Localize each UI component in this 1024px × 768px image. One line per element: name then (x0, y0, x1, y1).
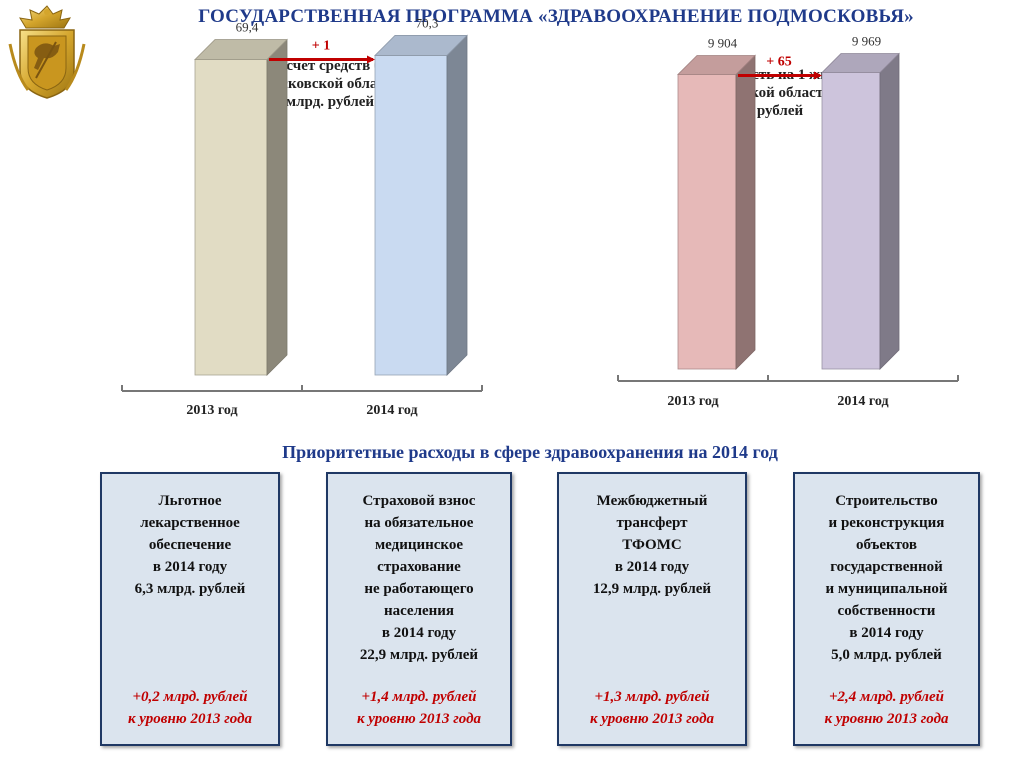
card-delta: +0,2 млрд. рублей к уровню 2013 года (127, 689, 253, 727)
bar (374, 34, 468, 376)
card-delta: +2,4 млрд. рублей к уровню 2013 года (824, 689, 949, 727)
category-label: 2013 год (186, 403, 237, 418)
card-text: Строительство и реконструкция объектов г… (825, 493, 948, 663)
category-label: 2014 год (837, 394, 888, 409)
change-label: + 65 (766, 54, 791, 69)
x-axis (121, 385, 483, 392)
bar (677, 54, 756, 370)
card-insurance-contribution: Страховой взнос на обязательное медицинс… (326, 472, 512, 746)
category-label: 2014 год (366, 403, 417, 418)
card-text: Межбюджетный трансферт ТФОМС в 2014 году… (592, 493, 712, 597)
chart-title-line: Московской области (260, 76, 401, 92)
value-label: 69,4 (236, 20, 259, 35)
chart-title-line: млрд. рублей (286, 94, 375, 110)
budget-total-chart: Всего за счет средств бюджетаМосковской … (121, 15, 483, 418)
card-interbudget-transfer: Межбюджетный трансферт ТФОМС в 2014 году… (557, 472, 747, 746)
card-delta: +1,3 млрд. рублей к уровню 2013 года (589, 689, 715, 727)
card-construction: Строительство и реконструкция объектов г… (793, 472, 980, 746)
value-label: 9 904 (708, 35, 738, 50)
value-label: 9 969 (852, 34, 881, 49)
card-drug-provision: Льготное лекарственное обеспечение в 201… (100, 472, 280, 746)
section-title: Приоритетные расходы в сфере здравоохран… (282, 442, 778, 462)
page-title: ГОСУДАРСТВЕННАЯ ПРОГРАММА «ЗДРАВООХРАНЕН… (198, 6, 914, 27)
x-axis (617, 375, 959, 382)
category-label: 2013 год (667, 394, 718, 409)
card-delta: +1,4 млрд. рублей к уровню 2013 года (356, 689, 482, 727)
change-label: + 1 (312, 39, 330, 54)
bar (194, 38, 288, 376)
card-text: Страховой взнос на обязательное медицинс… (359, 493, 479, 663)
value-label: 70,3 (416, 15, 439, 30)
bar (821, 52, 900, 370)
card-text: Льготное лекарственное обеспечение в 201… (134, 493, 246, 597)
chart-title-line: рублей (757, 103, 804, 119)
coat-of-arms-icon (8, 5, 86, 99)
